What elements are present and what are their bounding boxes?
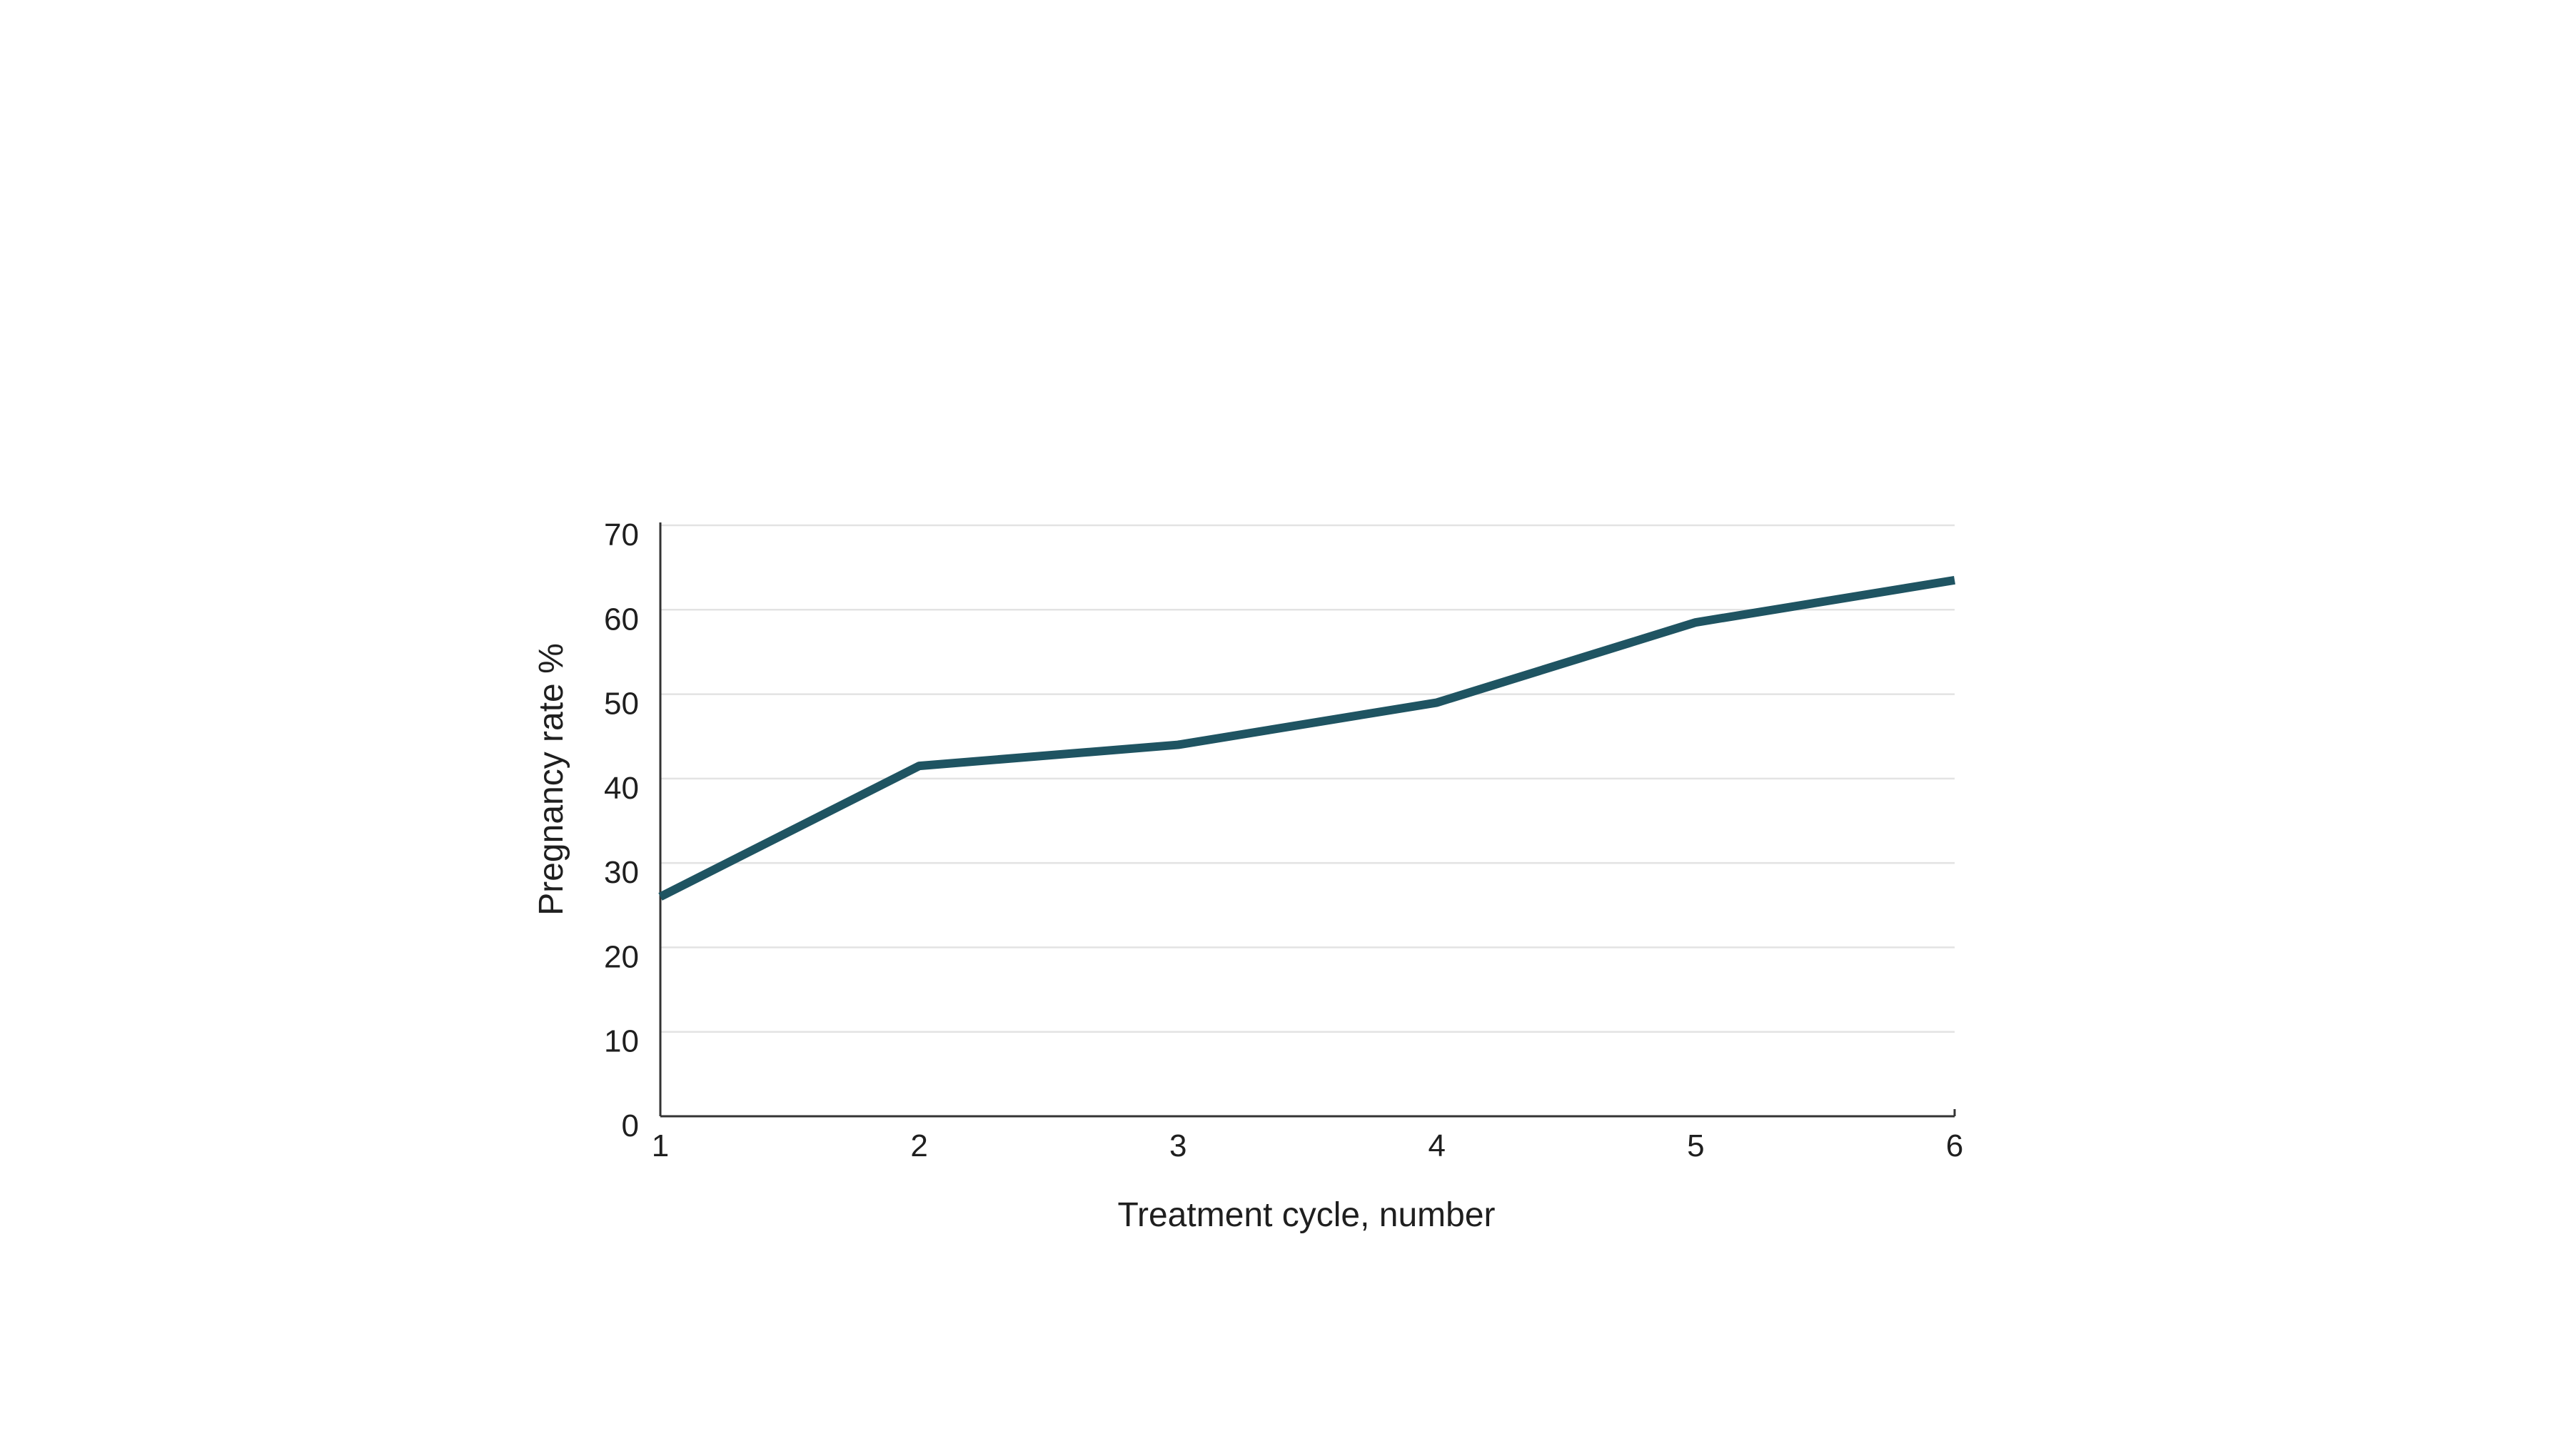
- x-axis-title: Treatment cycle, number: [1117, 1196, 1495, 1234]
- x-tick-label: 5: [1687, 1128, 1704, 1163]
- y-tick-label: 40: [604, 771, 639, 806]
- x-tick-label: 6: [1946, 1128, 1963, 1163]
- series-line: [658, 575, 1955, 901]
- x-tick-label: 2: [910, 1128, 927, 1163]
- y-tick-label: 50: [604, 687, 639, 722]
- x-tick-label: 4: [1428, 1128, 1446, 1163]
- x-tick-label: 3: [1169, 1128, 1186, 1163]
- y-tick-label: 20: [604, 939, 639, 974]
- y-tick-labels: 0 10 20 30 40 50 60 70: [604, 517, 639, 1143]
- y-tick-label: 0: [622, 1108, 639, 1143]
- y-tick-label: 30: [604, 855, 639, 890]
- gridlines: [660, 524, 1955, 1033]
- x-tick-label: 1: [652, 1128, 669, 1163]
- x-tick-labels: 1 2 3 4 5 6: [652, 1128, 1963, 1163]
- y-axis-title: Pregnancy rate %: [533, 643, 570, 916]
- y-tick-label: 60: [604, 602, 639, 637]
- y-tick-label: 10: [604, 1024, 639, 1059]
- series-group: [658, 575, 1955, 901]
- y-tick-label: 70: [604, 517, 639, 552]
